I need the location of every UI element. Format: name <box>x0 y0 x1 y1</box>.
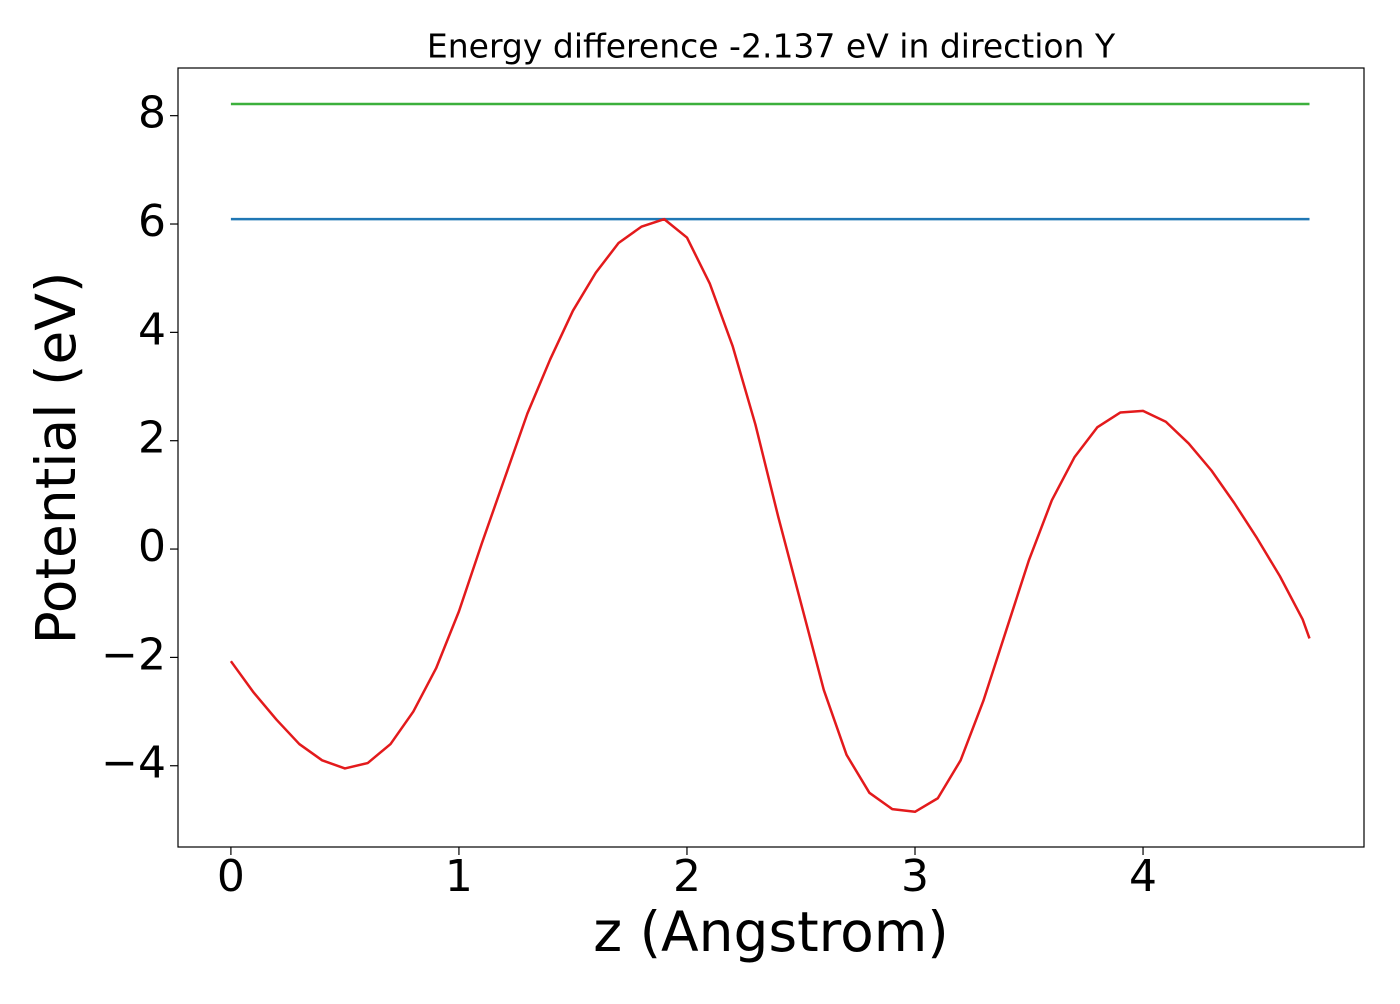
x-tick-label: 0 <box>217 851 245 902</box>
y-tick-label: 2 <box>138 413 166 464</box>
y-tick-label: 8 <box>138 88 166 139</box>
y-tick-label: 6 <box>138 196 166 247</box>
plot-frame <box>177 67 1365 848</box>
x-tick-label: 4 <box>1129 851 1157 902</box>
chart-title: Energy difference -2.137 eV in direction… <box>427 27 1116 66</box>
y-tick-label: −4 <box>101 738 166 789</box>
data-line <box>229 217 1311 814</box>
x-tick-label: 1 <box>445 851 473 902</box>
x-tick-label: 2 <box>673 851 701 902</box>
y-tick-label: −2 <box>101 629 166 680</box>
y-axis-label: Potential (eV) <box>24 272 88 645</box>
x-axis-label: z (Angstrom) <box>593 900 949 964</box>
y-tick-label: 4 <box>138 304 166 355</box>
y-tick-label: 0 <box>138 521 166 572</box>
x-tick-label: 3 <box>901 851 929 902</box>
